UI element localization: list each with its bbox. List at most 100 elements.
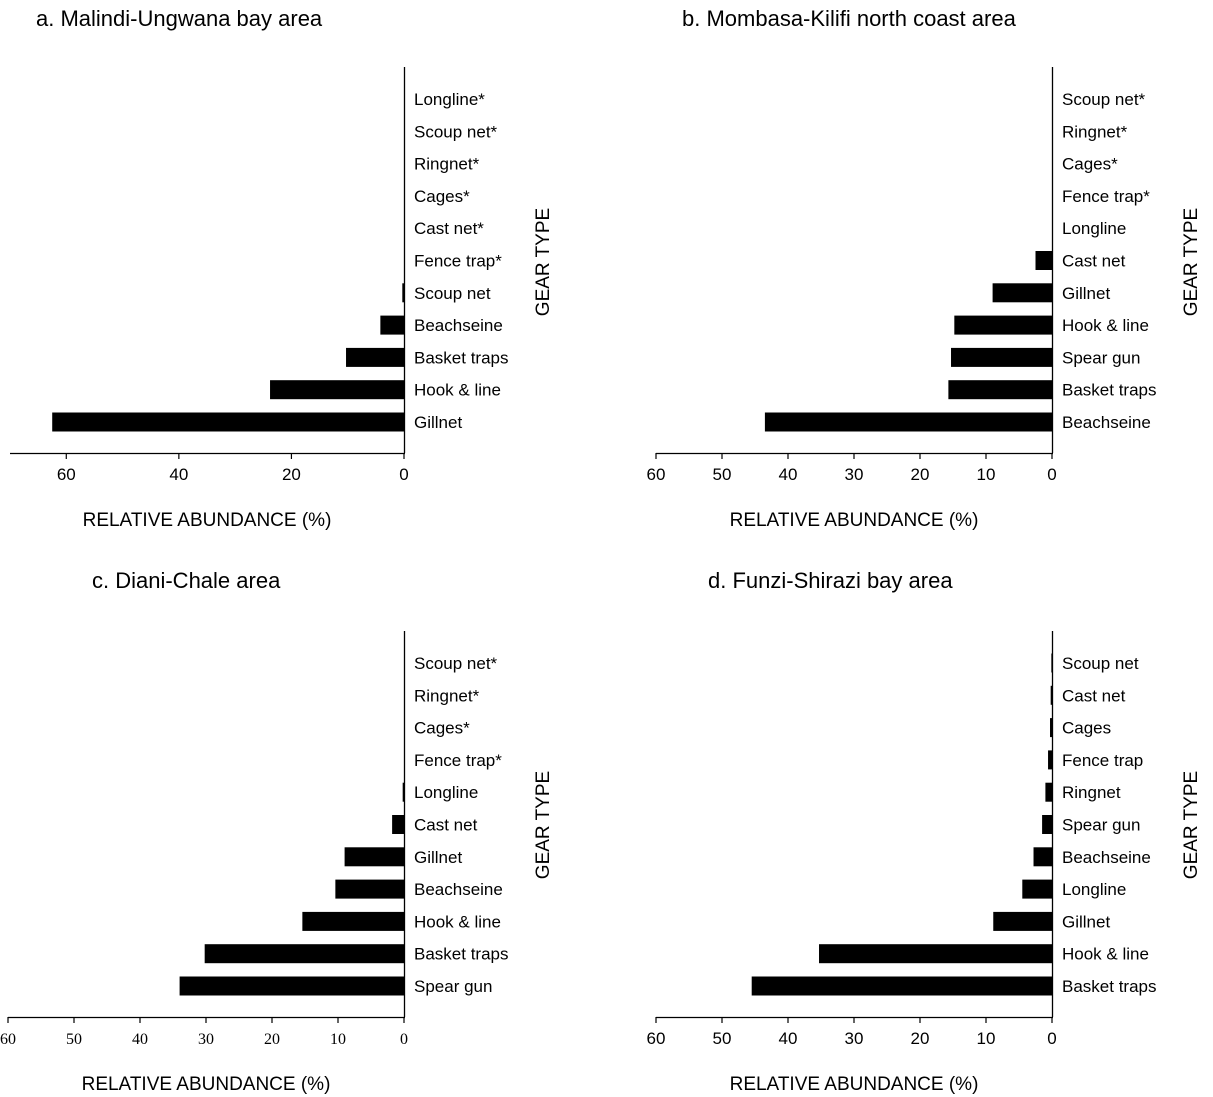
category-label: Hook & line bbox=[1062, 945, 1149, 964]
x-axis-label: RELATIVE ABUNDANCE (%) bbox=[83, 510, 332, 531]
bar bbox=[1033, 847, 1052, 867]
chart-title: c. Diani-Chale area bbox=[92, 568, 281, 593]
x-tick-label: 10 bbox=[977, 1029, 996, 1048]
chart-panel-a: a. Malindi-Ungwana bay area 60 40 20 0 Longli… bbox=[10, 6, 554, 531]
x-tick-label: 40 bbox=[779, 1029, 798, 1048]
x-axis-label: RELATIVE ABUNDANCE (%) bbox=[82, 1074, 331, 1095]
category-label: Fence trap* bbox=[414, 252, 502, 271]
category-label: Longline bbox=[1062, 880, 1126, 899]
bar bbox=[1051, 653, 1053, 673]
x-tick-label: 50 bbox=[713, 465, 732, 484]
category-label: Cages* bbox=[414, 719, 470, 738]
bar bbox=[992, 283, 1052, 303]
category-label: Scoup net bbox=[414, 284, 491, 303]
y-axis-label: GEAR TYPE bbox=[533, 208, 554, 316]
x-tick-label: 30 bbox=[198, 1031, 214, 1048]
category-label: Beachseine bbox=[1062, 848, 1151, 867]
bar bbox=[402, 782, 404, 802]
chart-title: b. Mombasa-Kilifi north coast area bbox=[682, 6, 1017, 31]
x-axis-label: RELATIVE ABUNDANCE (%) bbox=[730, 510, 979, 531]
bar bbox=[764, 412, 1052, 432]
x-tick-label: 50 bbox=[713, 1029, 732, 1048]
bar bbox=[1022, 879, 1052, 899]
category-label: Basket traps bbox=[1062, 381, 1157, 400]
bar bbox=[302, 911, 404, 931]
category-label: Basket traps bbox=[414, 945, 509, 964]
category-label: Fence trap* bbox=[1062, 187, 1150, 206]
category-label: Scoup net bbox=[1062, 654, 1139, 673]
bar bbox=[344, 847, 404, 867]
category-label: Spear gun bbox=[1062, 816, 1140, 835]
category-label: Scoup net* bbox=[414, 654, 498, 673]
category-label: Ringnet bbox=[1062, 783, 1121, 802]
category-label: Cages* bbox=[414, 187, 470, 206]
chart-title: d. Funzi-Shirazi bay area bbox=[708, 568, 953, 593]
category-label: Longline bbox=[1062, 219, 1126, 238]
category-label: Basket traps bbox=[1062, 977, 1157, 996]
category-label: Gillnet bbox=[1062, 912, 1110, 931]
category-label: Fence trap bbox=[1062, 751, 1143, 770]
x-tick-label: 20 bbox=[264, 1031, 280, 1048]
category-label: Hook & line bbox=[414, 381, 501, 400]
category-label: Ringnet* bbox=[414, 155, 480, 174]
bar bbox=[179, 976, 404, 996]
bar bbox=[819, 944, 1052, 964]
category-label: Fence trap* bbox=[414, 751, 502, 770]
x-tick-label: 40 bbox=[169, 465, 188, 484]
x-tick-label: 20 bbox=[911, 465, 930, 484]
category-label: Cast net bbox=[414, 816, 478, 835]
category-label: Beachseine bbox=[1062, 413, 1151, 432]
bar bbox=[335, 879, 404, 899]
bar bbox=[204, 944, 404, 964]
category-label: Longline bbox=[414, 783, 478, 802]
y-axis-label: GEAR TYPE bbox=[533, 771, 554, 879]
bar bbox=[52, 412, 404, 432]
category-label: Longline* bbox=[414, 90, 485, 109]
category-label: Gillnet bbox=[1062, 284, 1110, 303]
category-label: Hook & line bbox=[1062, 316, 1149, 335]
bar bbox=[392, 815, 404, 834]
category-label: Cast net* bbox=[414, 219, 484, 238]
chart-panel-c: c. Diani-Chale area 60 50 40 30 20 10 0 Scoup ne… bbox=[0, 568, 554, 1095]
x-tick-label: 60 bbox=[647, 465, 666, 484]
category-label: Hook & line bbox=[414, 912, 501, 931]
chart-panel-b: b. Mombasa-Kilifi north coast area 60 50 40… bbox=[647, 6, 1202, 531]
x-tick-label: 40 bbox=[132, 1031, 148, 1048]
bar bbox=[1050, 718, 1052, 738]
bar bbox=[948, 380, 1052, 400]
x-tick-label: 50 bbox=[66, 1031, 82, 1048]
chart-title: a. Malindi-Ungwana bay area bbox=[36, 6, 323, 31]
category-label: Cast net bbox=[1062, 686, 1126, 705]
bar bbox=[951, 347, 1052, 367]
y-axis-label: GEAR TYPE bbox=[1181, 771, 1202, 879]
x-tick-label: 0 bbox=[399, 465, 408, 484]
bar bbox=[993, 911, 1052, 931]
bar bbox=[1045, 782, 1052, 802]
x-tick-label: 10 bbox=[977, 465, 996, 484]
x-tick-label: 30 bbox=[845, 465, 864, 484]
x-tick-label: 0 bbox=[1047, 465, 1056, 484]
category-label: Ringnet* bbox=[414, 686, 480, 705]
category-label: Scoup net* bbox=[1062, 90, 1146, 109]
bar bbox=[1050, 685, 1052, 705]
x-tick-label: 10 bbox=[330, 1031, 346, 1048]
bar bbox=[1048, 750, 1052, 770]
x-tick-label: 20 bbox=[911, 1029, 930, 1048]
bar bbox=[751, 976, 1052, 996]
bar bbox=[1042, 815, 1052, 834]
category-label: Beachseine bbox=[414, 880, 503, 899]
x-tick-label: 60 bbox=[647, 1029, 666, 1048]
y-axis-label: GEAR TYPE bbox=[1181, 208, 1202, 316]
category-label: Spear gun bbox=[414, 977, 492, 996]
category-label: Gillnet bbox=[414, 848, 462, 867]
category-label: Cages* bbox=[1062, 155, 1118, 174]
x-tick-label: 40 bbox=[779, 465, 798, 484]
category-label: Beachseine bbox=[414, 316, 503, 335]
bar bbox=[346, 347, 404, 367]
bar bbox=[954, 315, 1052, 335]
category-label: Ringnet* bbox=[1062, 122, 1128, 141]
category-label: Basket traps bbox=[414, 348, 509, 367]
bar bbox=[270, 380, 404, 400]
bar bbox=[402, 283, 404, 303]
